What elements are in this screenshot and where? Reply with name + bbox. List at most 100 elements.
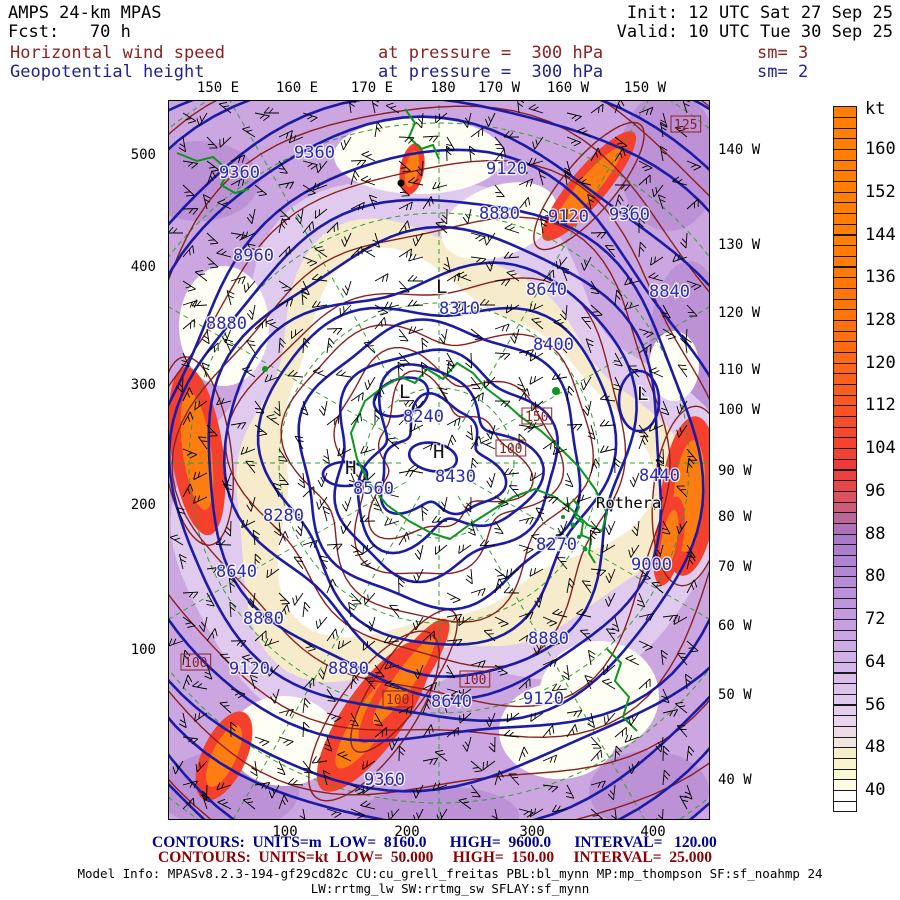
colorbar-tick-label: 88	[865, 523, 886, 544]
colorbar-cell	[833, 501, 857, 514]
field2-level: at pressure = 300 hPa	[378, 62, 604, 82]
colorbar-cell	[833, 757, 857, 770]
height-contour-label: 8840	[649, 282, 690, 302]
height-contour-label: 9000	[631, 555, 672, 575]
height-contour-label: 8880	[243, 609, 284, 629]
height-contour-label: 9120	[523, 689, 564, 709]
colorbar-tick-label: 80	[865, 566, 886, 587]
colorbar-cell	[833, 405, 857, 418]
init-time: Init: 12 UTC Sat 27 Sep 25	[626, 3, 893, 23]
colorbar-tick-label: 40	[865, 780, 886, 800]
colorbar-cell	[833, 287, 857, 300]
weather-map: 9360 9360 8960 9120 8880 9120 9360 8640 8840 8400…	[169, 101, 709, 819]
axis-tick-right: 140 W	[718, 142, 761, 158]
colorbar-cell	[833, 555, 857, 567]
colorbar-cell	[833, 266, 857, 279]
axis-tick-top: 160 E	[275, 80, 319, 96]
colorbar: 40 48 56 64 72 80 88 96 104 112 120 128 136 144 152 160…	[833, 99, 896, 814]
axis-tick-bottom: 200	[394, 824, 420, 840]
height-contour-label: 8880	[528, 629, 569, 649]
colorbar-cell	[833, 373, 857, 385]
colorbar-cell	[833, 448, 857, 460]
height-contour-label: 9120	[229, 659, 270, 679]
wind-contour-label: 100	[499, 442, 522, 457]
axis-tick-right: 70 W	[718, 559, 752, 575]
colorbar-cell	[833, 619, 857, 631]
colorbar-tick-label: 112	[865, 395, 896, 416]
colorbar-cell	[833, 202, 857, 215]
field1-level: at pressure = 300 hPa	[378, 43, 604, 63]
center-value-label: 8430	[435, 467, 476, 487]
low-center-marker: L	[436, 276, 447, 298]
colorbar-cell	[833, 426, 857, 439]
map-labels: 9360 9360 8960 9120 8880 9120 9360 8640 8840 8400…	[180, 115, 702, 791]
high-center-marker: H	[433, 441, 444, 463]
center-value-label: 8240	[403, 407, 444, 427]
axis-tick-bottom: 400	[640, 824, 666, 840]
colorbar-cell	[833, 106, 857, 118]
colorbar-cell	[833, 170, 857, 183]
colorbar-cell	[833, 469, 857, 482]
colorbar-cell	[833, 704, 857, 717]
forecast-hour: Fcst: 70 h	[8, 22, 131, 42]
axis-tick-top: 160 W	[546, 80, 590, 96]
axis-tick-left: 500	[130, 147, 156, 163]
height-contour-label: 8880	[479, 204, 520, 224]
height-contour-label: 8640	[431, 692, 472, 712]
colorbar-cell	[833, 352, 857, 364]
colorbar-cell	[833, 480, 857, 492]
colorbar-cell	[833, 779, 857, 791]
colorbar-cell	[833, 672, 857, 685]
height-contour-label: 8880	[206, 314, 247, 334]
colorbar-cell	[833, 512, 857, 524]
high-center-marker: H	[345, 457, 356, 479]
colorbar-tick-label: 48	[865, 737, 886, 758]
colorbar-cell	[833, 116, 857, 129]
axis-tick-right: 90 W	[718, 463, 752, 479]
model-info-line2: LW:rrtmg_lw SW:rrtmg_sw SFLAY:sf_mynn	[310, 881, 590, 896]
height-contour-label: 9120	[486, 159, 527, 179]
height-contour-label: 9360	[294, 143, 335, 163]
axis-tick-right: 80 W	[718, 509, 752, 525]
center-value-label: 8310	[439, 299, 480, 319]
colorbar-cell	[833, 608, 857, 621]
wind-contour-label: 100	[184, 656, 207, 671]
colorbar-cell	[833, 255, 857, 268]
colorbar-cell	[833, 736, 857, 749]
colorbar-cell	[833, 181, 857, 193]
colorbar-cell	[833, 277, 857, 289]
colorbar-tick-label: 136	[865, 267, 896, 288]
colorbar-cell	[833, 651, 857, 663]
colorbar-cell	[833, 458, 857, 471]
colorbar-tick-label: 56	[865, 694, 886, 715]
colorbar-cell	[833, 213, 857, 225]
colorbar-cell	[833, 544, 857, 556]
colorbar-cell	[833, 768, 857, 781]
colorbar-cell	[833, 693, 857, 706]
colorbar-tick-label: 64	[865, 651, 886, 672]
colorbar-cell	[833, 234, 857, 247]
axis-tick-right: 110 W	[718, 362, 761, 378]
model-title: AMPS 24-km MPAS	[8, 3, 162, 23]
height-contour-label: 9360	[219, 163, 260, 183]
colorbar-cell	[833, 587, 857, 599]
colorbar-cell	[833, 362, 857, 375]
colorbar-tick-label: 152	[865, 181, 896, 202]
axis-tick-right: 120 W	[718, 305, 761, 321]
height-contour-label: 8400	[533, 335, 574, 355]
low-center-marker: L	[637, 383, 648, 405]
axis-tick-right: 60 W	[718, 618, 752, 634]
axis-tick-top: 150 W	[623, 80, 667, 96]
station-label: Rothera	[596, 494, 661, 512]
contour-info-height: CONTOURS: UNITS=m LOW= 8160.0 HIGH= 9600…	[152, 834, 717, 851]
axis-tick-left: 400	[130, 259, 156, 275]
model-info-line1: Model Info: MPASv8.2.3-194-gf29cd82c CU:…	[77, 866, 823, 881]
colorbar-cell	[833, 725, 857, 738]
axis-tick-top: 170 E	[350, 80, 394, 96]
colorbar-cell	[833, 298, 857, 311]
colorbar-cell	[833, 683, 857, 695]
field1-smoothing: sm= 3	[757, 43, 809, 63]
axis-tick-left: 100	[130, 642, 156, 658]
axis-tick-top: 170 W	[477, 80, 521, 96]
axis-tick-bottom: 300	[519, 824, 545, 840]
